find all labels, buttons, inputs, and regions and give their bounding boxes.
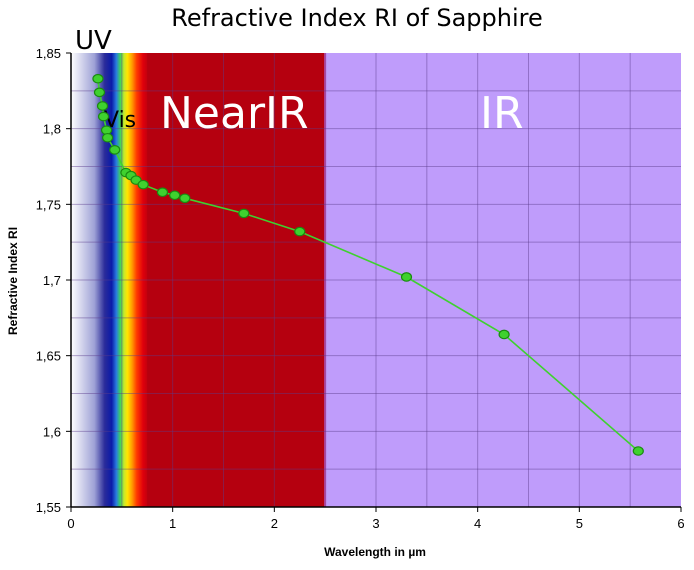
x-tick-label: 6	[677, 516, 684, 531]
x-tick-label: 1	[169, 516, 176, 531]
region-label-uv: UV	[75, 26, 112, 56]
data-points	[92, 73, 644, 456]
data-point	[294, 226, 306, 237]
x-tick-label: 3	[372, 516, 379, 531]
data-point	[93, 87, 106, 98]
y-tick-label: 1,85	[36, 46, 61, 61]
data-point	[238, 208, 250, 219]
y-tick-label: 1,75	[36, 197, 61, 212]
x-axis-label: Wavelength in µm	[324, 545, 426, 559]
y-tick-label: 1,8	[43, 122, 61, 137]
plot-background	[71, 53, 681, 507]
y-axis-label: Refractive Index RI	[6, 227, 20, 335]
chart-title: Refractive Index RI of Sapphire	[171, 4, 543, 32]
y-tick-label: 1,65	[36, 349, 61, 364]
region-label-nearir: NearIR	[160, 88, 309, 139]
data-point	[156, 187, 169, 198]
y-tick-label: 1,6	[43, 424, 61, 439]
x-tick-labels: 0 1 2 3 4 5 6	[67, 507, 685, 531]
y-tick-label: 1,55	[36, 500, 61, 515]
data-point	[179, 193, 191, 204]
region-label-ir: IR	[480, 88, 524, 139]
x-tick-label: 4	[474, 516, 481, 531]
x-tick-label: 2	[271, 516, 278, 531]
x-tick-label: 0	[67, 516, 74, 531]
data-point	[498, 329, 510, 340]
band-nearir	[147, 53, 326, 507]
band-ir	[325, 53, 681, 507]
y-tick-label: 1,7	[43, 273, 61, 288]
data-point	[96, 101, 109, 111]
data-point	[632, 446, 644, 456]
gridlines	[71, 53, 681, 507]
data-point	[101, 132, 114, 143]
data-point	[97, 111, 110, 122]
x-tick-label: 5	[576, 516, 583, 531]
data-point	[169, 190, 181, 201]
data-point	[92, 73, 104, 84]
data-point	[400, 272, 413, 282]
data-point	[137, 179, 149, 190]
data-point	[109, 145, 121, 155]
y-tick-labels: 1,55 1,6 1,65 1,7 1,75 1,8 1,85	[36, 46, 71, 515]
